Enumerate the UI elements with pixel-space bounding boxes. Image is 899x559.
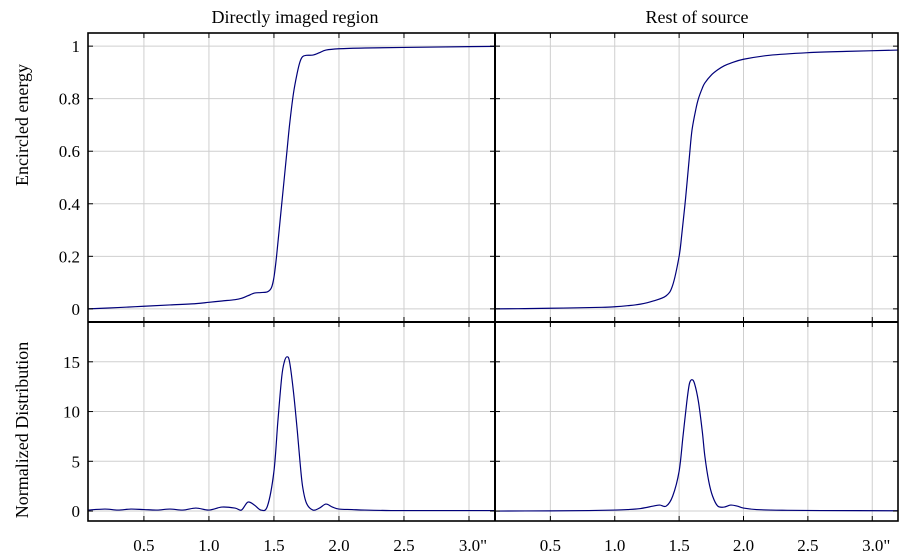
x-tick-label: 0.5 (540, 536, 561, 555)
curve-layer (87, 45, 899, 512)
plot-frame (87, 32, 899, 522)
curve-ee-rest (494, 49, 899, 310)
x-tick-label: 0.5 (133, 536, 154, 555)
y-tick-label: 5 (72, 452, 81, 471)
y-tick-label: 0 (72, 300, 81, 319)
y-axis-label-bottom: Normalized Distribution (12, 342, 32, 518)
y-tick-label: 15 (63, 353, 80, 372)
x-tick-label: 1.5 (263, 536, 284, 555)
x-tick-label: 2.0 (733, 536, 754, 555)
x-tick-label: 2.5 (797, 536, 818, 555)
y-tick-label: 10 (63, 403, 80, 422)
y-tick-label: 0.4 (59, 195, 81, 214)
panel-title-left: Directly imaged region (212, 7, 379, 27)
x-tick-label: 2.5 (393, 536, 414, 555)
curve-ee-direct (87, 45, 496, 310)
y-tick-label: 0.6 (59, 142, 80, 161)
grid-layer (88, 33, 898, 521)
x-tick-label: 1.5 (668, 536, 689, 555)
x-tick-label: 1.0 (198, 536, 219, 555)
x-tick-label: 2.0 (328, 536, 349, 555)
y-tick-label: 0.8 (59, 90, 80, 109)
y-tick-label: 0 (72, 502, 81, 521)
curve-dist-direct (87, 356, 495, 512)
y-tick-label: 0.2 (59, 247, 80, 266)
x-tick-label: 3.0" (862, 536, 890, 555)
x-tick-label: 1.0 (604, 536, 625, 555)
y-tick-label: 1 (72, 37, 81, 56)
frame-layer (87, 32, 899, 522)
curve-dist-rest (494, 379, 899, 512)
panel-title-right: Rest of source (646, 7, 749, 27)
x-tick-label: 3.0" (459, 536, 487, 555)
y-axis-label-top: Encircled energy (12, 64, 32, 186)
